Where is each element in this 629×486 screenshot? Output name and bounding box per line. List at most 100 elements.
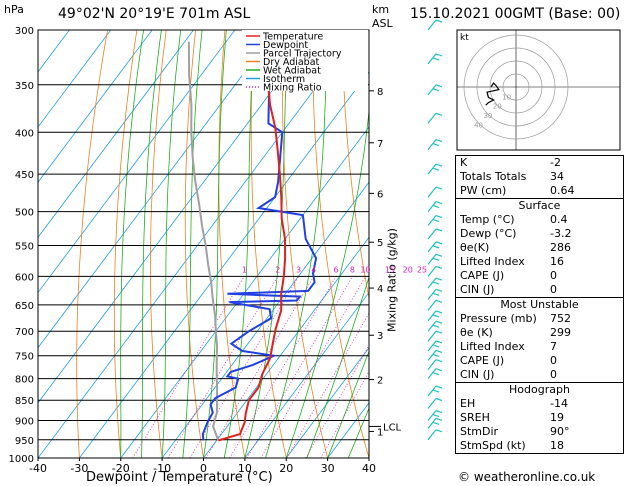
series-line-temperature	[218, 30, 287, 442]
pressure-tick-label: 700	[15, 327, 34, 338]
wind-barb-flag	[435, 385, 443, 389]
pressure-tick-label: 300	[15, 26, 34, 37]
wind-barb-flag	[432, 88, 440, 92]
hodo-row-stmspd: StmSpd (kt) 18	[460, 439, 564, 452]
wind-barb-flag	[435, 409, 443, 414]
km-tick-label: 1	[377, 427, 383, 438]
wind-barb-staff	[427, 253, 437, 265]
surface-row-dewp: Dewp (°C) -3.2	[460, 227, 572, 240]
pressure-tick-label: 800	[15, 375, 34, 386]
mixing-ratio-label: 10	[360, 265, 370, 274]
dry-adiabat-line	[149, 30, 167, 458]
hpa-unit-label: hPa	[4, 3, 24, 16]
dry-adiabat-line	[372, 30, 452, 458]
dry-adiabat-line	[113, 30, 138, 458]
wind-barb-flag	[435, 228, 443, 232]
wet-adiabat-line	[161, 30, 182, 458]
mixing-ratio-line	[132, 276, 245, 458]
mixing-ratio-label: 6	[334, 265, 339, 274]
wind-barb-staff	[427, 163, 437, 175]
x-tick-label: 20	[279, 462, 293, 475]
mu-row-cape: CAPE (J) 0	[460, 354, 557, 367]
isotherm-line	[38, 30, 318, 404]
surface-row-cape: CAPE (J) 0	[460, 269, 557, 282]
lcl-label: LCL	[383, 422, 402, 433]
wind-barb-staff	[427, 310, 437, 322]
credit-text: © weatheronline.co.uk	[458, 470, 596, 484]
pressure-tick-label: 950	[15, 436, 34, 447]
hodograph-frame	[456, 29, 621, 151]
dry-adiabat-line	[282, 30, 328, 458]
location-title: 49°02'N 20°19'E 701m ASL	[58, 6, 251, 22]
legend-label: Wet Adiabat	[263, 66, 321, 77]
timestamp-title: 15.10.2021 00GMT (Base: 00)	[410, 6, 621, 22]
wind-barb-flag	[432, 314, 440, 318]
wind-barb-flag	[432, 57, 440, 61]
wind-barb-flag	[435, 201, 443, 205]
x-tick-label: -20	[112, 462, 130, 475]
mu-row-li: Lifted Index 7	[460, 340, 557, 353]
wind-barb-flag	[435, 310, 443, 314]
dry-adiabat-line	[312, 30, 369, 458]
wind-barb-flag	[435, 320, 443, 324]
wind-barb-flag	[432, 218, 440, 223]
pressure-tick-label: 650	[15, 301, 34, 312]
hodograph-ring-label: 20	[493, 103, 502, 111]
pressure-tick-label: 350	[15, 81, 34, 92]
pressure-tick-label: 500	[15, 208, 34, 219]
hodo-row-stmdir: StmDir 90°	[460, 425, 570, 438]
wind-barb-flag	[435, 368, 443, 372]
isotherm-line	[79, 71, 369, 458]
index-row-totals: Totals Totals 34	[460, 170, 564, 183]
isotherm-line	[244, 291, 369, 458]
wind-barb-flag	[435, 163, 443, 167]
wind-barb-staff	[427, 429, 437, 441]
wind-barb-staff	[427, 201, 437, 212]
mixing-ratio-line	[205, 276, 315, 458]
series-line-parcel-trajectory	[187, 41, 220, 441]
mixing-ratio-line	[320, 370, 369, 458]
wind-barb-staff	[427, 398, 437, 409]
km-tick-label: 5	[377, 238, 383, 249]
wind-barb-staff	[427, 368, 437, 380]
surface-row-li: Lifted Index 16	[460, 255, 564, 268]
isobar-lines	[38, 29, 369, 459]
hodograph-ring	[489, 60, 543, 114]
isotherm-line	[38, 30, 112, 128]
pressure-tick-label: 900	[15, 417, 34, 428]
mixing-ratio-label: 25	[417, 265, 427, 274]
wind-barb-staff	[427, 53, 437, 65]
wind-barb-flag	[432, 143, 440, 147]
legend-label: Mixing Ratio	[263, 83, 322, 94]
index-row-pw: PW (cm) 0.64	[460, 184, 575, 197]
km-tick-label: 4	[377, 284, 383, 295]
wind-barb-staff	[427, 299, 437, 311]
km-tick-label: 7	[377, 139, 383, 150]
km-tick-label: 8	[377, 87, 383, 98]
x-tick-label: -30	[70, 462, 88, 475]
wind-barb-staff	[427, 266, 437, 277]
wind-barb-flag	[435, 84, 443, 88]
wind-barb-flag	[435, 299, 443, 303]
surface-section-title: Surface	[456, 198, 623, 213]
mixing-ratio-line	[246, 276, 353, 458]
mu-row-thetae: θe (K) 299	[460, 326, 571, 339]
hodograph-section-title: Hodograph	[456, 382, 623, 397]
wind-barb-staff	[427, 340, 437, 352]
wind-barb-flag	[435, 330, 443, 334]
wind-barb-flag	[432, 413, 440, 418]
wind-barb-flag	[435, 397, 443, 402]
wind-barb-staff	[427, 417, 437, 429]
isotherm-line	[285, 347, 369, 458]
legend-label: Dewpoint	[263, 40, 308, 51]
wind-barb-flag	[435, 19, 443, 23]
surface-row-thetae: θe(K) 286	[460, 241, 571, 254]
isotherm-line	[203, 236, 369, 458]
wind-barb-staff	[427, 410, 437, 421]
isotherm-line	[38, 30, 360, 458]
asl-unit-label: ASL	[372, 17, 393, 30]
surface-row-cin: CIN (J) 0	[460, 283, 557, 296]
isotherm-line	[38, 30, 194, 238]
wind-barb-staff	[427, 330, 437, 342]
